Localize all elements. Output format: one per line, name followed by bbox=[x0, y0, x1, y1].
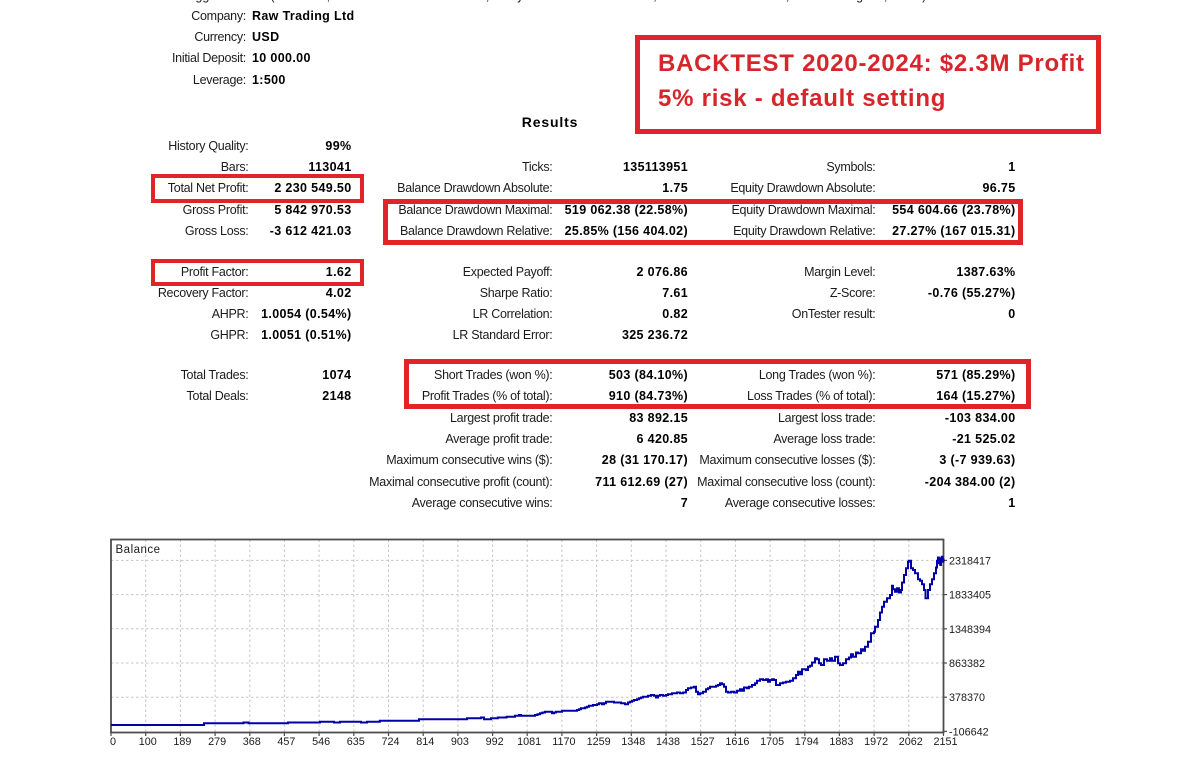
svg-text:814: 814 bbox=[416, 736, 434, 748]
svg-text:189: 189 bbox=[173, 736, 191, 748]
svg-text:863382: 863382 bbox=[949, 658, 985, 670]
svg-text:Balance: Balance bbox=[116, 544, 161, 556]
svg-text:1348394: 1348394 bbox=[949, 624, 991, 636]
svg-text:-106642: -106642 bbox=[949, 726, 989, 738]
svg-text:992: 992 bbox=[486, 736, 504, 748]
svg-text:1833405: 1833405 bbox=[949, 590, 991, 602]
svg-text:2318417: 2318417 bbox=[949, 555, 991, 567]
svg-text:546: 546 bbox=[312, 736, 330, 748]
svg-text:1616: 1616 bbox=[725, 736, 749, 748]
svg-text:1438: 1438 bbox=[656, 736, 680, 748]
svg-text:0: 0 bbox=[110, 736, 116, 748]
svg-text:1972: 1972 bbox=[864, 736, 888, 748]
svg-text:903: 903 bbox=[451, 736, 469, 748]
svg-text:457: 457 bbox=[277, 736, 295, 748]
svg-text:2151: 2151 bbox=[933, 736, 957, 748]
svg-text:368: 368 bbox=[243, 736, 261, 748]
svg-text:635: 635 bbox=[347, 736, 365, 748]
svg-text:1259: 1259 bbox=[587, 736, 611, 748]
svg-text:1081: 1081 bbox=[517, 736, 541, 748]
svg-text:1527: 1527 bbox=[691, 736, 715, 748]
svg-text:1170: 1170 bbox=[552, 736, 575, 748]
svg-text:1705: 1705 bbox=[760, 736, 784, 748]
svg-text:1883: 1883 bbox=[829, 736, 853, 748]
svg-text:279: 279 bbox=[208, 736, 226, 748]
svg-text:1794: 1794 bbox=[795, 736, 819, 748]
svg-text:1348: 1348 bbox=[621, 736, 645, 748]
svg-text:378370: 378370 bbox=[949, 692, 985, 704]
svg-text:100: 100 bbox=[139, 736, 157, 748]
svg-text:724: 724 bbox=[381, 736, 399, 748]
svg-text:2062: 2062 bbox=[899, 736, 923, 748]
